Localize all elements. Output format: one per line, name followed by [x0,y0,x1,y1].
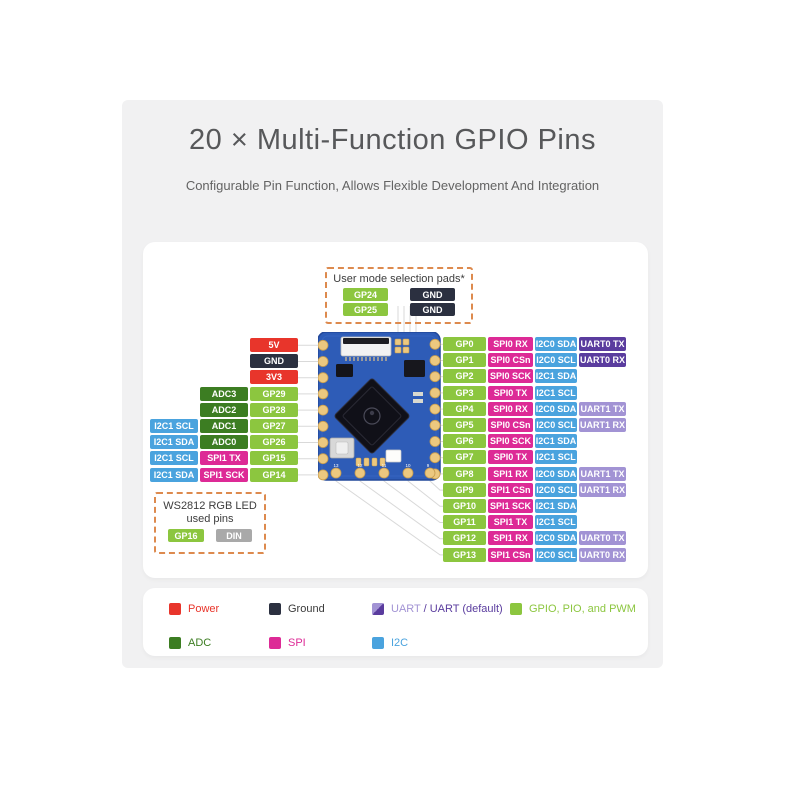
legend-swatch-gpio [510,603,522,615]
legend-label: Power [188,603,220,615]
svg-text:13: 13 [333,463,339,468]
pin-label-gnd: GND [410,303,455,316]
pin-label-gp25: GP25 [343,303,388,316]
legend-swatch-i2c [372,637,384,649]
legend-panel [143,588,648,656]
page-subtitle: Configurable Pin Function, Allows Flexib… [185,178,600,193]
legend-swatch-adc [169,637,181,649]
legend-item-spi: SPI [269,636,306,650]
ws2812-title: WS2812 RGB LED used pins [160,500,260,526]
legend-label-part: UART (default) [429,603,503,615]
svg-text:11: 11 [382,463,387,468]
legend-label-part: UART [391,603,421,615]
svg-text:10: 10 [405,463,411,468]
legend-label: GPIO, PIO, and PWM [529,603,636,615]
board-photo: 13 12 11 10 9 [318,332,441,481]
legend-label: Ground [288,603,325,615]
ws2812-row: GP16 DIN [156,529,264,542]
page-title: 20 × Multi-Function GPIO Pins [189,124,596,156]
legend-swatch-ground [269,603,281,615]
legend-swatch-spi [269,637,281,649]
ws2812-title-line1: WS2812 RGB LED [163,500,257,512]
user-mode-row-gp25: GP25 GND [327,303,471,316]
svg-text:12: 12 [357,463,363,468]
legend-item-ground: Ground [269,602,325,616]
ws2812-title-line2: used pins [186,513,234,525]
legend-label: I2C [391,637,409,649]
legend-label: SPI [288,637,306,649]
pin-label-din: DIN [216,529,252,542]
legend-label: UART / UART (default) [391,603,503,615]
legend-item-i2c: I2C [372,636,408,650]
user-mode-selection-title: User mode selection pads* [333,273,465,285]
legend-label-part: / [420,603,430,615]
pin-label-gp16: GP16 [168,529,204,542]
legend-item-uart: UART / UART (default) [372,602,503,616]
legend-swatch-power [169,603,181,615]
ws2812-box: WS2812 RGB LED used pins GP16 DIN [154,492,266,554]
legend-item-power: Power [169,602,219,616]
pin-label-gnd: GND [410,288,455,301]
legend-item-adc: ADC [169,636,211,650]
user-mode-row-gp24: GP24 GND [327,288,471,301]
pin-label-gp24: GP24 [343,288,388,301]
user-mode-rows: GP24 GND GP25 GND [327,288,471,316]
legend-swatch-uart_split [372,603,384,615]
legend-item-gpio-pio-and-pwm: GPIO, PIO, and PWM [510,602,636,616]
legend-label: ADC [188,637,212,649]
user-mode-selection-box: User mode selection pads* GP24 GND GP25 GND [325,267,473,324]
svg-text:9: 9 [427,463,430,468]
